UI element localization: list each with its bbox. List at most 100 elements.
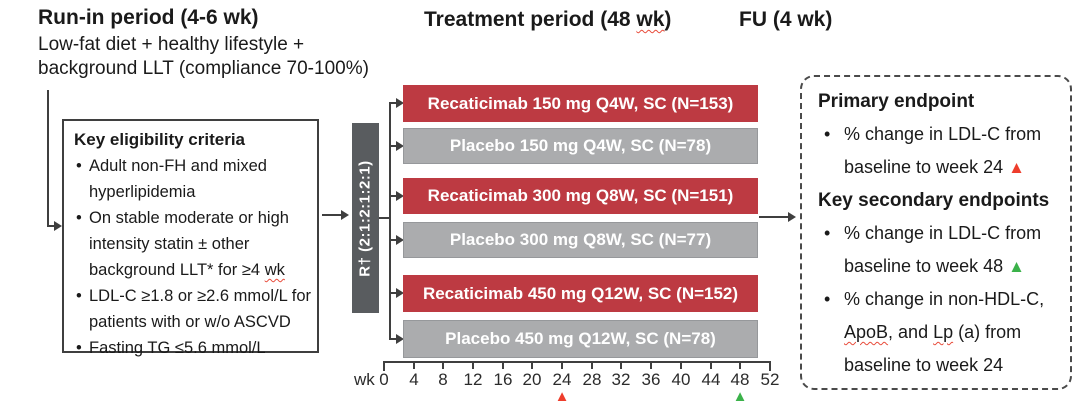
eligibility-to-randomization-arrow <box>322 210 349 220</box>
axis-tick <box>650 361 652 369</box>
randomization-box: R† (2:1:2:1:2:1) <box>352 123 379 313</box>
arm-label: Recaticimab 300 mg Q8W, SC (N=151) <box>427 186 734 205</box>
eligibility-item-text: On stable moderate or high intensity sta… <box>89 209 289 279</box>
endpoint-lp: Lp <box>933 322 954 342</box>
eligibility-item: • Adult non-FH and mixed hyperlipidemia <box>74 153 311 205</box>
bullet-icon: • <box>76 287 82 305</box>
week-axis-line <box>384 361 771 363</box>
eligibility-item: • Fasting TG ≤5.6 mmol/L <box>74 335 311 361</box>
randomization-label: R† (2:1:2:1:2:1) <box>357 159 374 277</box>
eligibility-item-text: LDL-C ≥1.8 or ≥2.6 mmol/L for patients w… <box>89 287 311 331</box>
runin-sub-line2: background LLT (compliance 70-100%) <box>38 58 369 79</box>
axis-tick <box>502 361 504 369</box>
runin-connector-vertical <box>47 90 49 227</box>
axis-tick-label: 8 <box>438 370 448 389</box>
eligibility-item: • On stable moderate or high intensity s… <box>74 205 311 283</box>
arm-label: Recaticimab 150 mg Q4W, SC (N=153) <box>427 93 734 113</box>
axis-tick <box>680 361 682 369</box>
axis-tick-label: 16 <box>493 370 513 389</box>
randomization-spine-link <box>379 217 389 219</box>
secondary-endpoint-marker-icon: ▲ <box>732 388 748 405</box>
axis-tick-label: 12 <box>463 370 483 389</box>
arms-to-endpoints-arrow <box>759 212 796 222</box>
axis-tick <box>531 361 533 369</box>
endpoint-item-text: % change in LDL-C from baseline to week … <box>844 223 1041 276</box>
eligibility-title: Key eligibility criteria <box>74 130 246 149</box>
endpoint-item: • % change in non-HDL-C, ApoB, and Lp (a… <box>818 283 1056 382</box>
axis-tick <box>769 361 771 371</box>
branch-arrow-arm6 <box>389 334 404 344</box>
endpoints-box: Primary endpoint • % change in LDL-C fro… <box>800 75 1072 390</box>
treatment-title-text: Treatment period (48 <box>424 8 637 31</box>
branch-arrow-arm5 <box>389 288 404 298</box>
endpoint-item-text: % change in LDL-C from baseline to week … <box>844 124 1041 177</box>
eligibility-item-text: Adult non-FH and mixed hyperlipidemia <box>89 157 267 201</box>
week-axis: wk 0 4 8 12 16 20 24 28 32 36 40 44 48 5… <box>354 361 779 411</box>
branch-arrow-arm1 <box>389 98 404 108</box>
arm-bar-placebo-450: Placebo 450 mg Q12W, SC (N=78) <box>403 320 758 358</box>
endpoint-item: • % change in LDL-C from baseline to wee… <box>818 118 1056 184</box>
axis-tick-label: 20 <box>522 370 542 389</box>
arm-bar-recaticimab-450: Recaticimab 450 mg Q12W, SC (N=152) <box>403 275 758 312</box>
red-triangle-icon: ▲ <box>1008 158 1025 177</box>
endpoint-text: % change in LDL-C from baseline to week … <box>844 124 1042 177</box>
axis-tick-label: 0 <box>379 370 389 389</box>
branch-arrow-arm4 <box>389 235 404 245</box>
treatment-title-close: ) <box>664 8 672 31</box>
axis-tick <box>442 361 444 369</box>
branch-arrow-arm3 <box>389 191 404 201</box>
bullet-icon: • <box>76 209 82 227</box>
runin-period-subtitle: Low-fat diet + healthy lifestyle + backg… <box>38 33 388 81</box>
axis-tick <box>472 361 474 369</box>
eligibility-item-text-pre: On stable moderate or high intensity sta… <box>89 209 289 279</box>
runin-connector-arrow <box>47 221 62 231</box>
treatment-period-title: Treatment period (48 wk) <box>424 8 671 32</box>
green-triangle-icon: ▲ <box>1008 257 1025 276</box>
arm-bar-recaticimab-300: Recaticimab 300 mg Q8W, SC (N=151) <box>403 178 758 214</box>
week-axis-unit: wk <box>354 370 375 389</box>
endpoint-item: • % change in LDL-C from baseline to wee… <box>818 217 1056 283</box>
axis-tick-label: 4 <box>409 370 419 389</box>
eligibility-item-wk: wk <box>264 261 285 279</box>
runin-sub-line1: Low-fat diet + healthy lifestyle + <box>38 34 305 55</box>
arm-bar-placebo-300: Placebo 300 mg Q8W, SC (N=77) <box>403 222 758 258</box>
eligibility-box: Key eligibility criteria • Adult non-FH … <box>62 119 319 357</box>
axis-tick <box>591 361 593 369</box>
arm-label: Placebo 150 mg Q4W, SC (N=78) <box>449 136 712 155</box>
axis-tick <box>620 361 622 369</box>
endpoint-text: (a) from baseline to week 24 <box>844 322 1022 375</box>
arm-label: Placebo 450 mg Q12W, SC (N=78) <box>445 329 716 348</box>
secondary-endpoints-title: Key secondary endpoints <box>818 190 1050 211</box>
axis-tick-label: 24 <box>552 370 572 389</box>
axis-tick-label: 48 <box>730 370 750 389</box>
endpoint-text: % change in non-HDL-C, <box>844 289 1045 309</box>
axis-tick <box>561 361 563 369</box>
bullet-icon: • <box>76 339 82 357</box>
bullet-icon: • <box>824 124 831 144</box>
treatment-title-wk: wk <box>636 8 665 31</box>
axis-tick <box>413 361 415 369</box>
bullet-icon: • <box>76 157 82 175</box>
arm-label: Recaticimab 450 mg Q12W, SC (N=152) <box>422 283 739 303</box>
axis-tick-label: 40 <box>671 370 691 389</box>
primary-endpoint-marker-icon: ▲ <box>554 388 570 405</box>
eligibility-item: • LDL-C ≥1.8 or ≥2.6 mmol/L for patients… <box>74 283 311 335</box>
bullet-icon: • <box>824 289 831 309</box>
axis-tick <box>383 361 385 371</box>
primary-endpoint-title: Primary endpoint <box>818 91 975 112</box>
followup-period-title: FU (4 wk) <box>739 8 833 31</box>
arm-label: Placebo 300 mg Q8W, SC (N=77) <box>449 230 712 249</box>
eligibility-item-text: Fasting TG ≤5.6 mmol/L <box>89 339 266 357</box>
endpoint-apob: ApoB <box>844 322 889 342</box>
axis-tick-label: 28 <box>582 370 602 389</box>
branch-spine <box>389 103 391 339</box>
bullet-icon: • <box>824 223 831 243</box>
arm-bar-placebo-150: Placebo 150 mg Q4W, SC (N=78) <box>403 128 758 164</box>
axis-tick <box>710 361 712 369</box>
runin-period-title: Run-in period (4-6 wk) <box>38 6 259 29</box>
endpoint-text: % change in LDL-C from baseline to week … <box>844 223 1042 276</box>
branch-arrow-arm2 <box>389 141 404 151</box>
endpoint-text: , and <box>888 322 934 342</box>
axis-tick-label: 52 <box>760 370 780 389</box>
